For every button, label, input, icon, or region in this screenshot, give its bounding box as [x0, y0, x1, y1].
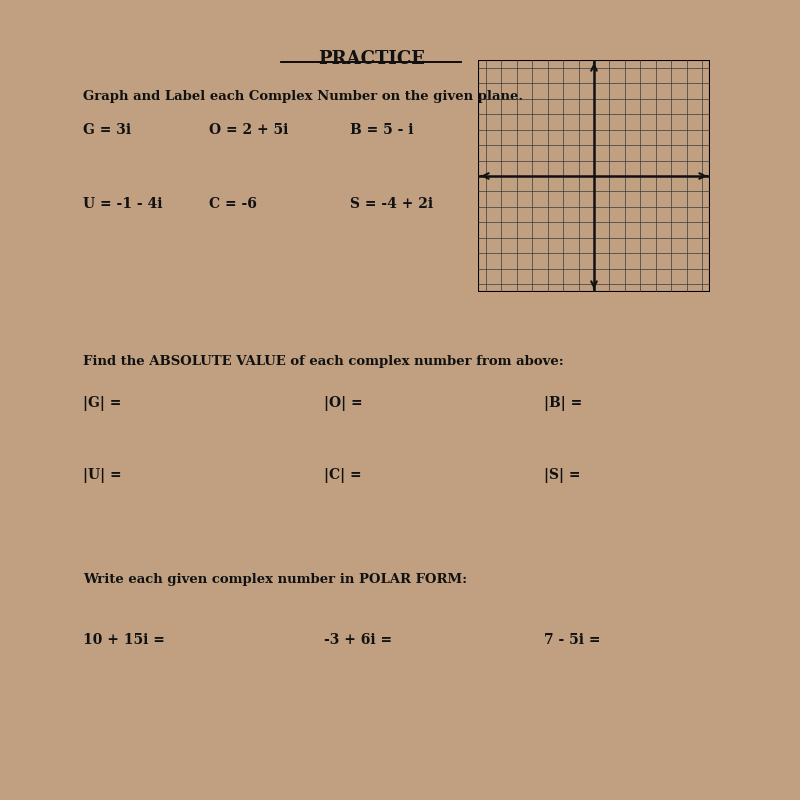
- Text: |C| =: |C| =: [325, 468, 362, 482]
- Text: S = -4 + 2i: S = -4 + 2i: [350, 197, 433, 211]
- Text: |G| =: |G| =: [83, 396, 122, 411]
- Text: 7 - 5i =: 7 - 5i =: [544, 633, 601, 647]
- Text: O = 2 + 5i: O = 2 + 5i: [210, 123, 289, 138]
- Text: C = -6: C = -6: [210, 197, 257, 211]
- Text: Graph and Label each Complex Number on the given plane.: Graph and Label each Complex Number on t…: [83, 90, 523, 103]
- Text: |B| =: |B| =: [544, 396, 582, 411]
- Text: |O| =: |O| =: [325, 396, 363, 411]
- Text: Find the ABSOLUTE VALUE of each complex number from above:: Find the ABSOLUTE VALUE of each complex …: [83, 355, 564, 368]
- Text: |S| =: |S| =: [544, 468, 581, 482]
- Text: B = 5 - i: B = 5 - i: [350, 123, 413, 138]
- Text: U = -1 - 4i: U = -1 - 4i: [83, 197, 162, 211]
- Text: |U| =: |U| =: [83, 468, 122, 482]
- Text: 10 + 15i =: 10 + 15i =: [83, 633, 165, 647]
- Text: PRACTICE: PRACTICE: [318, 50, 425, 68]
- Text: Write each given complex number in POLAR FORM:: Write each given complex number in POLAR…: [83, 573, 467, 586]
- Text: -3 + 6i =: -3 + 6i =: [325, 633, 393, 647]
- Text: G = 3i: G = 3i: [83, 123, 131, 138]
